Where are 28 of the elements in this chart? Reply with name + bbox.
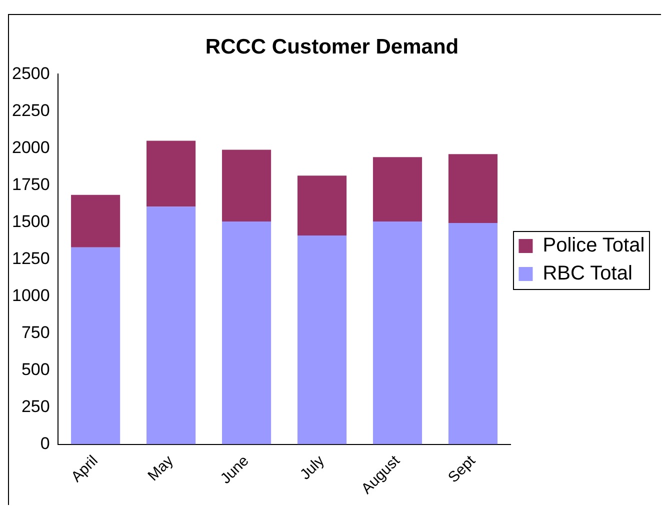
legend-label: RBC Total [542,262,632,285]
bar [297,236,347,444]
y-tick-label: 500 [21,360,50,379]
y-tick-label: 1500 [12,212,50,231]
y-tick-label: 2000 [12,138,50,157]
bar [448,154,498,223]
bar [71,194,120,248]
x-tick-label: July [296,452,328,484]
bar [297,176,347,236]
y-tick-label: 1250 [12,248,50,268]
y-tick-label: 0 [40,434,50,453]
bar [222,150,272,222]
y-tick-label: 1000 [12,286,50,305]
y-tick-label: 750 [21,322,50,342]
legend-label: Police Total [542,234,645,257]
bar [146,140,196,207]
bar [146,206,196,444]
y-tick-label: 2250 [12,100,50,120]
bar [222,221,272,444]
y-tick-label: 2500 [12,64,50,83]
x-tick-label: May [144,452,178,484]
y-tick-label: 1750 [12,174,50,194]
bar [372,157,422,222]
bar [71,247,120,444]
chart-title: RCCC Customer Demand [205,35,459,58]
bar [448,222,498,444]
bar [372,221,422,444]
y-tick-label: 250 [21,396,50,416]
